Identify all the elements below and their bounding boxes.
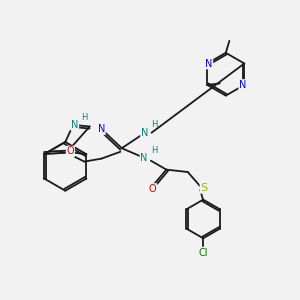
Text: N: N xyxy=(141,128,148,138)
Text: N: N xyxy=(239,80,247,90)
Text: N: N xyxy=(205,58,212,68)
Text: O: O xyxy=(149,184,157,194)
Text: S: S xyxy=(200,183,208,193)
Text: Cl: Cl xyxy=(198,248,208,257)
Text: H: H xyxy=(151,146,157,155)
Text: N: N xyxy=(98,124,105,134)
Text: N: N xyxy=(140,153,148,163)
Text: H: H xyxy=(151,120,157,129)
Text: N: N xyxy=(71,120,78,130)
Text: O: O xyxy=(67,146,74,157)
Text: H: H xyxy=(82,112,88,122)
